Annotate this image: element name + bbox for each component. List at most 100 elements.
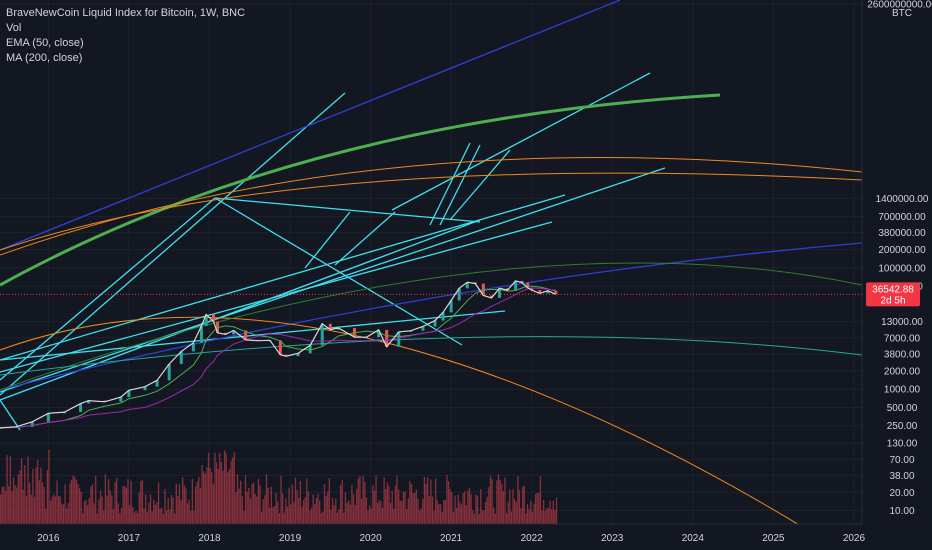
legend-ma: MA (200, close) [6, 52, 83, 64]
volume-bar [472, 510, 474, 524]
candle [308, 345, 312, 354]
volume-bar [22, 489, 24, 524]
volume-bar [61, 503, 63, 524]
volume-bar [426, 477, 429, 524]
volume-bar [119, 513, 121, 524]
volume-bar [370, 508, 372, 524]
volume-bar [25, 495, 28, 524]
volume-bar [64, 484, 66, 524]
volume-bar [356, 488, 358, 524]
y-tick-label: 3800.00 [884, 350, 921, 361]
volume-bar [188, 499, 190, 524]
volume-bar [465, 505, 467, 524]
candle [441, 312, 445, 321]
volume-bar [414, 492, 416, 524]
volume-bar [304, 497, 306, 524]
volume-bar [354, 504, 356, 524]
trendline [0, 399, 21, 431]
volume-bar [145, 494, 147, 524]
volume-bar [552, 500, 554, 524]
volume-bar [517, 476, 519, 524]
chart-legend: BraveNewCoin Liquid Index for Bitcoin, 1… [6, 6, 245, 66]
volume-bar [204, 473, 206, 524]
volume-bar [375, 475, 377, 524]
volume-bar [542, 499, 545, 524]
volume-bar [333, 505, 335, 524]
candle [433, 320, 437, 327]
ma-line [0, 287, 556, 429]
volume-bar [480, 489, 482, 524]
candle [546, 290, 550, 294]
volume-bar [522, 486, 524, 524]
x-tick-label: 2019 [279, 533, 302, 544]
y-tick-label: 7000.00 [884, 333, 921, 344]
y-axis: 2600000000.00 1400000.00 700000.00 380000.0… [861, 0, 932, 536]
volume-bar [441, 511, 443, 524]
volume-bar [362, 476, 364, 524]
volume-bar [227, 472, 229, 524]
volume-bar [132, 507, 134, 524]
x-axis: 2016 2017 2018 2019 2020 2021 2022 2023 2024 2025… [0, 523, 932, 550]
volume-bar [323, 484, 326, 524]
volume-bar [156, 502, 158, 524]
volume-bar [17, 474, 20, 524]
volume-bar [502, 491, 504, 524]
volume-bar [19, 470, 21, 524]
volume-bar [401, 500, 403, 524]
volume-bar [141, 480, 144, 524]
volume-bar [74, 476, 76, 524]
trendline [0, 92, 346, 396]
volume-bar [438, 504, 440, 524]
volume-bar [367, 510, 369, 524]
trendline [334, 211, 396, 266]
volume-bar [138, 492, 140, 524]
volume-bar [455, 507, 458, 524]
volume-bar [452, 511, 455, 524]
volume-bar [41, 482, 44, 524]
y-tick-label: 70.00 [889, 455, 914, 466]
volume-bar [161, 507, 163, 524]
volume-bar [475, 494, 477, 524]
volume-bar [222, 470, 224, 524]
volume-bar [317, 493, 319, 524]
candle [328, 323, 332, 330]
volume-bar [98, 499, 100, 524]
volume-bar [444, 500, 446, 524]
volume-bar [344, 492, 347, 524]
trendline [0, 167, 666, 393]
trendline [0, 194, 566, 361]
candle [473, 282, 477, 284]
volume-bar [310, 507, 313, 524]
volume-bar [87, 505, 89, 524]
chart-title: BraveNewCoin Liquid Index for Bitcoin, 1… [6, 7, 246, 19]
volume-bar [107, 479, 110, 524]
candle [244, 330, 248, 340]
volume-bar [420, 508, 422, 524]
volume-bar [116, 478, 118, 524]
volume-bar [223, 450, 226, 524]
volume-bar [186, 503, 189, 524]
volume-bar [349, 504, 351, 524]
volume-bar [422, 498, 424, 524]
volume-bar [174, 513, 176, 524]
volume-bar [430, 479, 432, 524]
volume-bar [154, 504, 156, 524]
volume-bar [341, 479, 343, 524]
volume-bar [285, 498, 287, 524]
y-tick-label: 1000.00 [884, 385, 921, 396]
volume-bar [185, 488, 187, 524]
volume-bar [214, 453, 216, 524]
volume-bar [190, 510, 192, 524]
volume-bar [360, 498, 363, 524]
volume-bar [1, 486, 3, 524]
volume-bar [509, 489, 511, 524]
volume-bar [127, 479, 129, 524]
volume-bar [9, 456, 11, 524]
candle [179, 351, 183, 365]
volume-bar [406, 509, 408, 524]
growth-arc [0, 93, 721, 287]
ema-line [0, 285, 557, 429]
volume-bar [307, 491, 310, 524]
volume-bar [262, 499, 264, 524]
